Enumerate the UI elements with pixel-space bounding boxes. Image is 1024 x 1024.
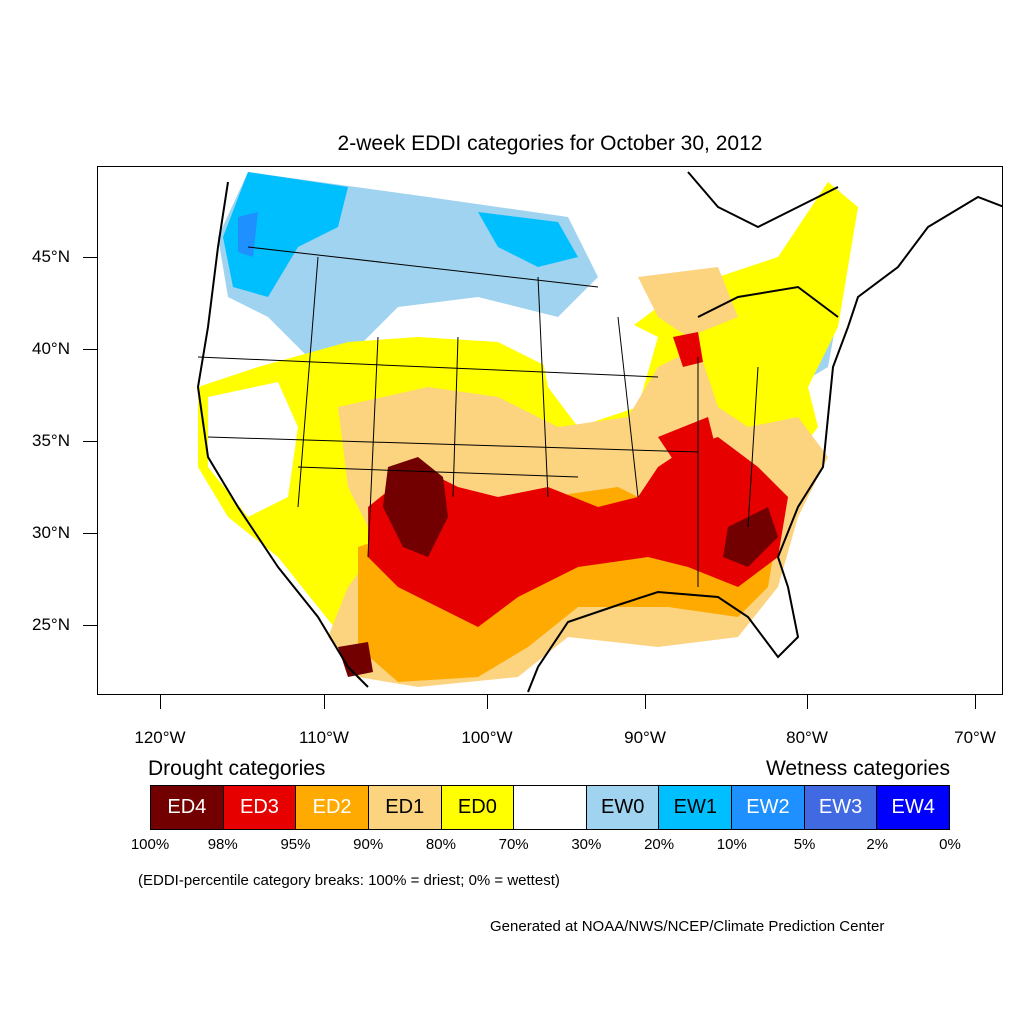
map-title: 2-week EDDI categories for October 30, 2…: [337, 132, 763, 155]
legend-swatch-neutral: [514, 786, 587, 829]
lon-label-90: 90°W: [624, 728, 666, 747]
region-ed3-michigan: [673, 332, 703, 367]
lon-tick-70: [975, 695, 976, 709]
legend-swatch-ew0: EW0: [586, 786, 660, 829]
legend-swatch-ew3: EW3: [804, 786, 878, 829]
break-label: 80%: [425, 836, 456, 853]
break-label: 2%: [866, 836, 889, 853]
legend-swatch-ew1: EW1: [659, 786, 733, 829]
break-label: 70%: [498, 836, 529, 853]
break-label: 100%: [130, 836, 170, 853]
lon-tick-120: [160, 695, 161, 709]
state-boundaries: [197, 246, 759, 587]
lat-tick-45: [83, 257, 97, 258]
lon-label-100: 100°W: [461, 728, 513, 747]
category-note: (EDDI-percentile category breaks: 100% =…: [138, 872, 560, 889]
break-label: 98%: [207, 836, 238, 853]
wetness-categories-heading: Wetness categories: [765, 757, 950, 780]
lon-tick-90: [645, 695, 646, 709]
region-ew1-northwest: [223, 172, 348, 297]
region-ed2-ne: [638, 267, 738, 337]
lon-tick-110: [324, 695, 325, 709]
legend-swatch-ew2: EW2: [732, 786, 805, 829]
legend-swatch-ed2: ED2: [296, 786, 369, 829]
break-label: 0%: [939, 836, 961, 853]
lat-label-30: 30°N: [32, 523, 70, 542]
region-ed3-southcentral: [368, 437, 788, 627]
lat-label-40: 40°N: [32, 339, 70, 358]
region-neutral-west: [208, 382, 298, 517]
break-label: 90%: [353, 836, 384, 853]
region-neutral-midwest: [538, 317, 658, 427]
lat-label-25: 25°N: [32, 615, 70, 634]
region-ed4-newmexico: [383, 457, 448, 557]
region-ed3-lowerohio: [658, 417, 718, 467]
legend-swatch-ed4: ED4: [151, 786, 224, 829]
eddi-map: [188, 171, 1002, 694]
lon-label-120: 120°W: [134, 728, 186, 747]
lat-label-45: 45°N: [32, 247, 70, 266]
lon-tick-80: [807, 695, 808, 709]
region-ed4-carolinas: [723, 507, 778, 567]
region-ed4-southtexas: [338, 642, 373, 677]
legend-swatch-ed1: ED1: [368, 786, 442, 829]
lat-label-35: 35°N: [32, 431, 70, 450]
region-ew2-northwest: [238, 212, 258, 257]
lat-tick-35: [83, 441, 97, 442]
legend-swatch-ed3: ED3: [223, 786, 297, 829]
category-legend: ED4 ED3 ED2 ED1 ED0 EW0 EW1 EW2 EW3 EW4: [150, 785, 950, 830]
lon-tick-100: [487, 695, 488, 709]
legend-swatch-ew4: EW4: [877, 786, 950, 829]
lon-label-110: 110°W: [299, 728, 349, 747]
legend-swatch-ed0: ED0: [441, 786, 515, 829]
break-label: 95%: [280, 836, 311, 853]
lon-label-70: 70°W: [954, 728, 996, 747]
lat-tick-30: [83, 533, 97, 534]
break-label: 30%: [571, 836, 602, 853]
drought-categories-heading: Drought categories: [148, 757, 326, 780]
break-label: 5%: [793, 836, 816, 853]
break-label: 10%: [716, 836, 747, 853]
credit-line: Generated at NOAA/NWS/NCEP/Climate Predi…: [490, 918, 885, 935]
region-ew1-northcentral: [478, 212, 578, 267]
lon-label-80: 80°W: [786, 728, 828, 747]
coastline: [196, 171, 1002, 693]
lat-tick-25: [83, 625, 97, 626]
map-panel: [97, 166, 1003, 695]
break-label: 20%: [644, 836, 675, 853]
lat-tick-40: [83, 349, 97, 350]
